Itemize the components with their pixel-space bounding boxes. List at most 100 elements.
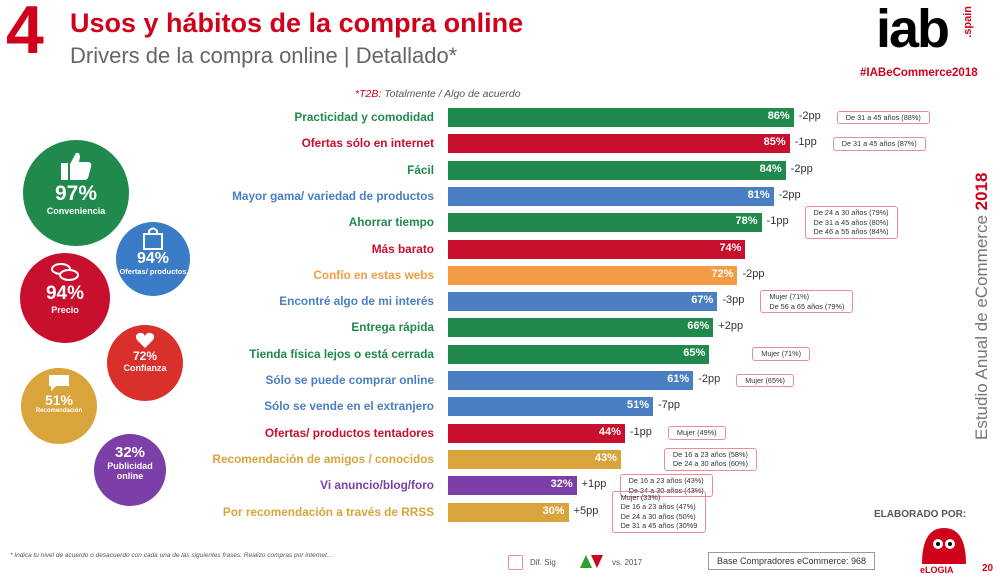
bar-value-label: 44% [598, 425, 621, 438]
section-number: 4 [6, 0, 44, 68]
significance-note-line: Mujer (71%) [769, 292, 810, 302]
category-label: Ofertas sólo en internet [301, 136, 434, 151]
bar: 30% [448, 502, 569, 522]
difference-label: +2pp [718, 320, 744, 333]
significance-note-line: Mujer (65%) [745, 375, 785, 385]
bar: 44% [448, 423, 625, 443]
category-label: Sólo se vende en el extranjero [264, 399, 434, 414]
significance-note-line: Mujer (49%) [676, 428, 717, 438]
significance-note: Mujer (49%) [667, 426, 726, 440]
bar: 65% [448, 344, 710, 364]
significance-note-line: De 31 a 45 años (87%) [841, 139, 917, 149]
significance-note-line: De 16 a 23 años (58%) [672, 449, 748, 459]
category-label: Ahorrar tiempo [348, 215, 434, 230]
elogia-logo [922, 528, 966, 564]
bar: 85% [448, 134, 790, 154]
circle-name: Precio [51, 305, 79, 315]
page-title: Usos y hábitos de la compra online [70, 8, 524, 38]
circle-publicidad: 32% Publicidad online [94, 434, 166, 506]
difference-label: -2pp [790, 162, 813, 175]
category-label: Tienda física lejos o está cerrada [249, 346, 434, 361]
heart-icon [135, 332, 155, 348]
legend-vs-label: vs. 2017 [612, 558, 643, 567]
category-label: Encontré algo de mi interés [279, 294, 434, 309]
difference-label: -1pp [629, 425, 652, 438]
difference-label: -7pp [658, 399, 681, 412]
iab-logo: iab [876, 0, 950, 59]
bar-value-label: 74% [719, 241, 742, 254]
bar-value-label: 61% [667, 373, 690, 385]
circle-pct: 94% [136, 250, 170, 267]
base-note: Base Compradores eCommerce: 968 [708, 552, 876, 570]
significance-note: De 31 a 45 años (88%) [836, 110, 930, 125]
bar: 86% [448, 108, 794, 127]
significance-note-line: De 24 a 30 años (79%) [813, 208, 889, 218]
significance-note-line: De 16 a 23 años (47%) [620, 502, 696, 512]
difference-label: +1pp [581, 478, 607, 491]
bar-value-label: 66% [687, 320, 710, 333]
hashtag: #IABeCommerce2018 [860, 67, 978, 79]
difference-label: -2pp [742, 267, 765, 280]
circle-recomendacion: 51% Recomendación [21, 368, 97, 444]
significance-note: Mujer (71%) [752, 347, 811, 361]
circle-pct: 72% [132, 349, 158, 363]
category-label: Practicidad y comodidad [294, 110, 434, 124]
bar: 72% [448, 265, 738, 285]
bar: 84% [448, 160, 786, 180]
bar: 32% [448, 476, 577, 496]
category-label: Entrega rápida [351, 320, 434, 335]
bar: 78% [448, 213, 762, 233]
difference-label: -1pp [766, 215, 789, 228]
circle-ofertas: 94% Ofertas/ productos [116, 222, 190, 296]
page-subtitle: Drivers de la compra online | Detallado* [70, 43, 458, 68]
difference-label: -1pp [794, 136, 817, 149]
circle-pct: 97% [54, 182, 98, 205]
significance-note: Mujer (65%) [736, 373, 794, 388]
significance-note-line: Mujer (33%) [620, 493, 661, 502]
bar: 43% [448, 449, 621, 469]
bar: 74% [448, 239, 746, 259]
category-label: Sólo se puede comprar online [265, 373, 434, 387]
up-down-triangles-icon [580, 555, 603, 568]
difference-label: -3pp [722, 294, 745, 307]
speech-bubble-icon [49, 375, 69, 391]
bar: 51% [448, 397, 654, 417]
difference-label: -2pp [798, 110, 821, 122]
category-label: Recomendación de amigos / conocidos [212, 451, 434, 466]
circle-confianza: 72% Confianza [107, 325, 183, 401]
category-label: Vi anuncio/blog/foro [320, 478, 434, 493]
circle-pct: 32% [114, 444, 146, 461]
legend-sig-label: Dif. Sig [530, 558, 556, 567]
significance-note-line: De 24 a 30 años (50%) [620, 511, 696, 521]
footnote: * Indica tu nivel de acuerdo o desacuerd… [10, 552, 334, 559]
circle-name: Ofertas/ productos [119, 267, 187, 276]
significance-note: De 31 a 45 años (87%) [832, 137, 926, 151]
bar: 81% [448, 186, 774, 206]
bar-value-label: 43% [594, 451, 617, 464]
t2b-note: *T2B: Totalmente / Algo de acuerdo [355, 88, 521, 100]
shopping-bag-icon [143, 227, 163, 250]
category-label: Mayor gama/ variedad de productos [232, 188, 434, 203]
significance-note: De 16 a 23 años (43%) De 24 a 30 años (43… [619, 474, 713, 498]
significance-note-line: De 56 a 65 años (79%) [769, 301, 845, 311]
significance-note: De 16 a 23 años (58%) De 24 a 30 años (60… [663, 447, 757, 471]
legend-sig-box [508, 555, 523, 570]
bar-value-label: 51% [626, 399, 650, 412]
significance-note: Mujer (71%) De 56 a 65 años (79%) [760, 290, 854, 314]
circle-name: Conveniencia [46, 206, 106, 216]
t2b-text: Totalmente / Algo de acuerdo [384, 88, 521, 100]
difference-label: -2pp [778, 188, 801, 201]
circle-pct: 94% [45, 283, 85, 304]
category-label: Confío en estas webs [313, 267, 434, 282]
coins-icon [51, 263, 79, 281]
elaborado-label: ELABORADO POR: [874, 509, 967, 520]
t2b-star: *T2B: [355, 88, 382, 100]
difference-label: +5pp [573, 504, 599, 517]
circle-precio: 94% Precio [20, 253, 110, 343]
thumbs-up-icon [61, 152, 92, 180]
circle-conveniencia: 97% Conveniencia [23, 140, 129, 246]
bar-value-label: 78% [735, 215, 758, 228]
bar: 66% [448, 318, 714, 338]
significance-note-line: De 31 a 45 años (30%9 [620, 521, 698, 531]
